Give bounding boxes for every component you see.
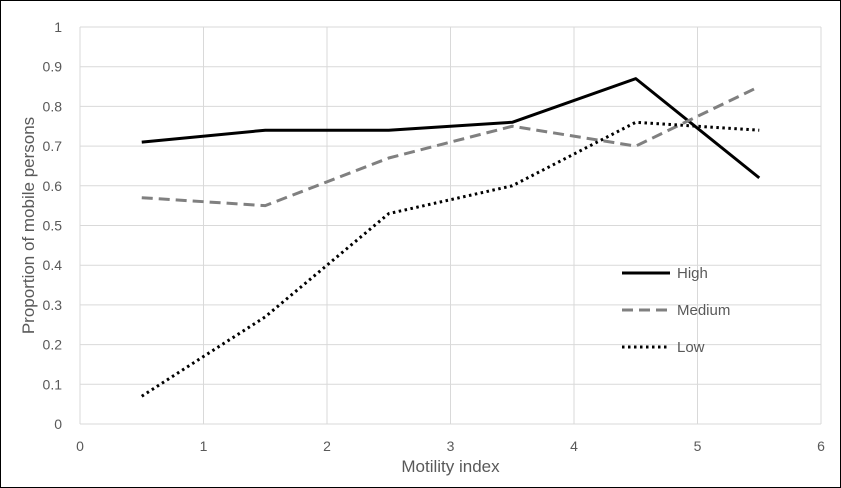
series-line-low bbox=[140, 120, 760, 398]
x-tick-label: 5 bbox=[694, 438, 702, 454]
y-tick-label: 0.5 bbox=[43, 218, 63, 234]
y-tick-label: 0.4 bbox=[43, 257, 63, 273]
x-tick-label: 2 bbox=[323, 438, 331, 454]
series-line-medium bbox=[141, 85, 760, 208]
x-tick-label: 4 bbox=[570, 438, 578, 454]
legend-label-medium: Medium bbox=[677, 302, 730, 319]
y-tick-label: 0.1 bbox=[43, 376, 63, 392]
x-tick-label: 0 bbox=[76, 438, 84, 454]
x-tick-labels: 0 1 2 3 4 5 6 bbox=[76, 438, 825, 454]
y-tick-label: 1 bbox=[54, 19, 62, 35]
x-tick-label: 1 bbox=[200, 438, 208, 454]
x-tick-label: 3 bbox=[447, 438, 455, 454]
y-tick-label: 0.2 bbox=[43, 337, 63, 353]
y-tick-label: 0.8 bbox=[43, 98, 63, 114]
y-tick-label: 0.6 bbox=[43, 178, 63, 194]
x-axis-title: Motility index bbox=[401, 457, 500, 476]
y-axis-title: Proportion of mobile persons bbox=[19, 117, 38, 334]
legend-label-low: Low bbox=[677, 339, 705, 356]
grid-lines bbox=[79, 26, 822, 425]
y-tick-label: 0.7 bbox=[43, 138, 63, 154]
series-lines bbox=[140, 77, 761, 398]
x-tick-label: 6 bbox=[817, 438, 825, 454]
y-tick-label: 0 bbox=[54, 416, 62, 432]
series-line-high bbox=[141, 77, 761, 180]
legend-label-high: High bbox=[677, 265, 708, 282]
legend: High Medium Low bbox=[622, 265, 730, 356]
y-tick-label: 0.9 bbox=[43, 59, 63, 75]
y-tick-label: 0.3 bbox=[43, 297, 63, 313]
y-tick-labels: 0 0.1 0.2 0.3 0.4 0.5 0.6 0.7 0.8 0.9 1 bbox=[43, 19, 63, 432]
